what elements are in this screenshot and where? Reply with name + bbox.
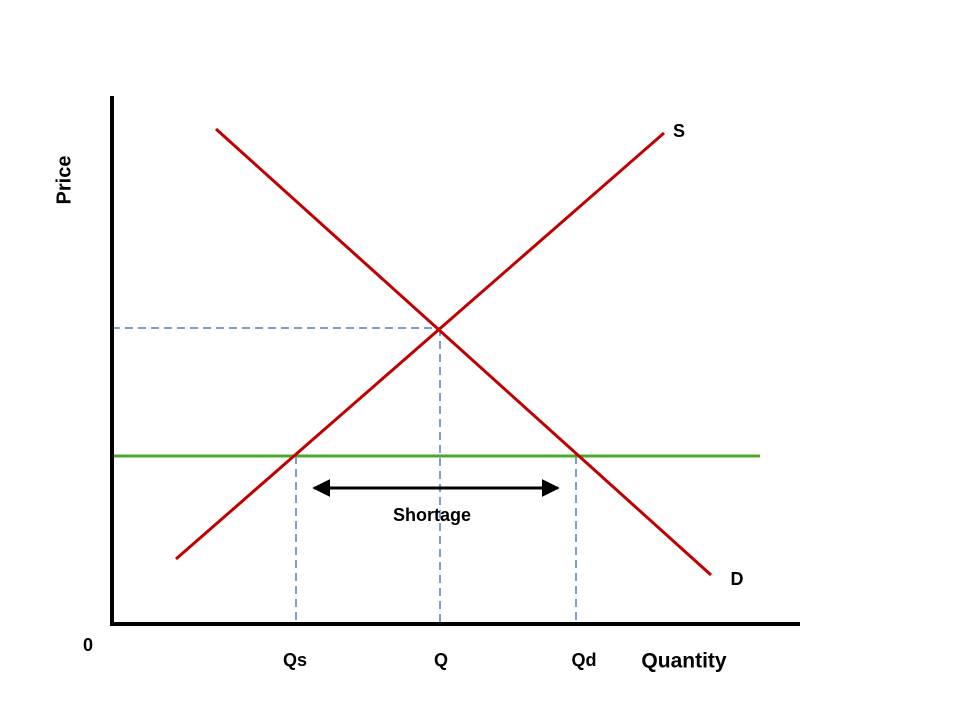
quantity-label: Qs [283,650,307,670]
demand-label: D [731,569,744,589]
annotation: Shortage [393,505,471,525]
quantity-label: Q [434,650,448,670]
x-axis-label: Quantity [641,650,726,673]
supply-curve [175,131,665,561]
supply-label: S [673,121,685,141]
origin-label: 0 [83,635,93,655]
quantity-label: Qd [572,650,597,670]
y-axis-label: Price [53,156,75,205]
demand-curve [214,127,713,577]
